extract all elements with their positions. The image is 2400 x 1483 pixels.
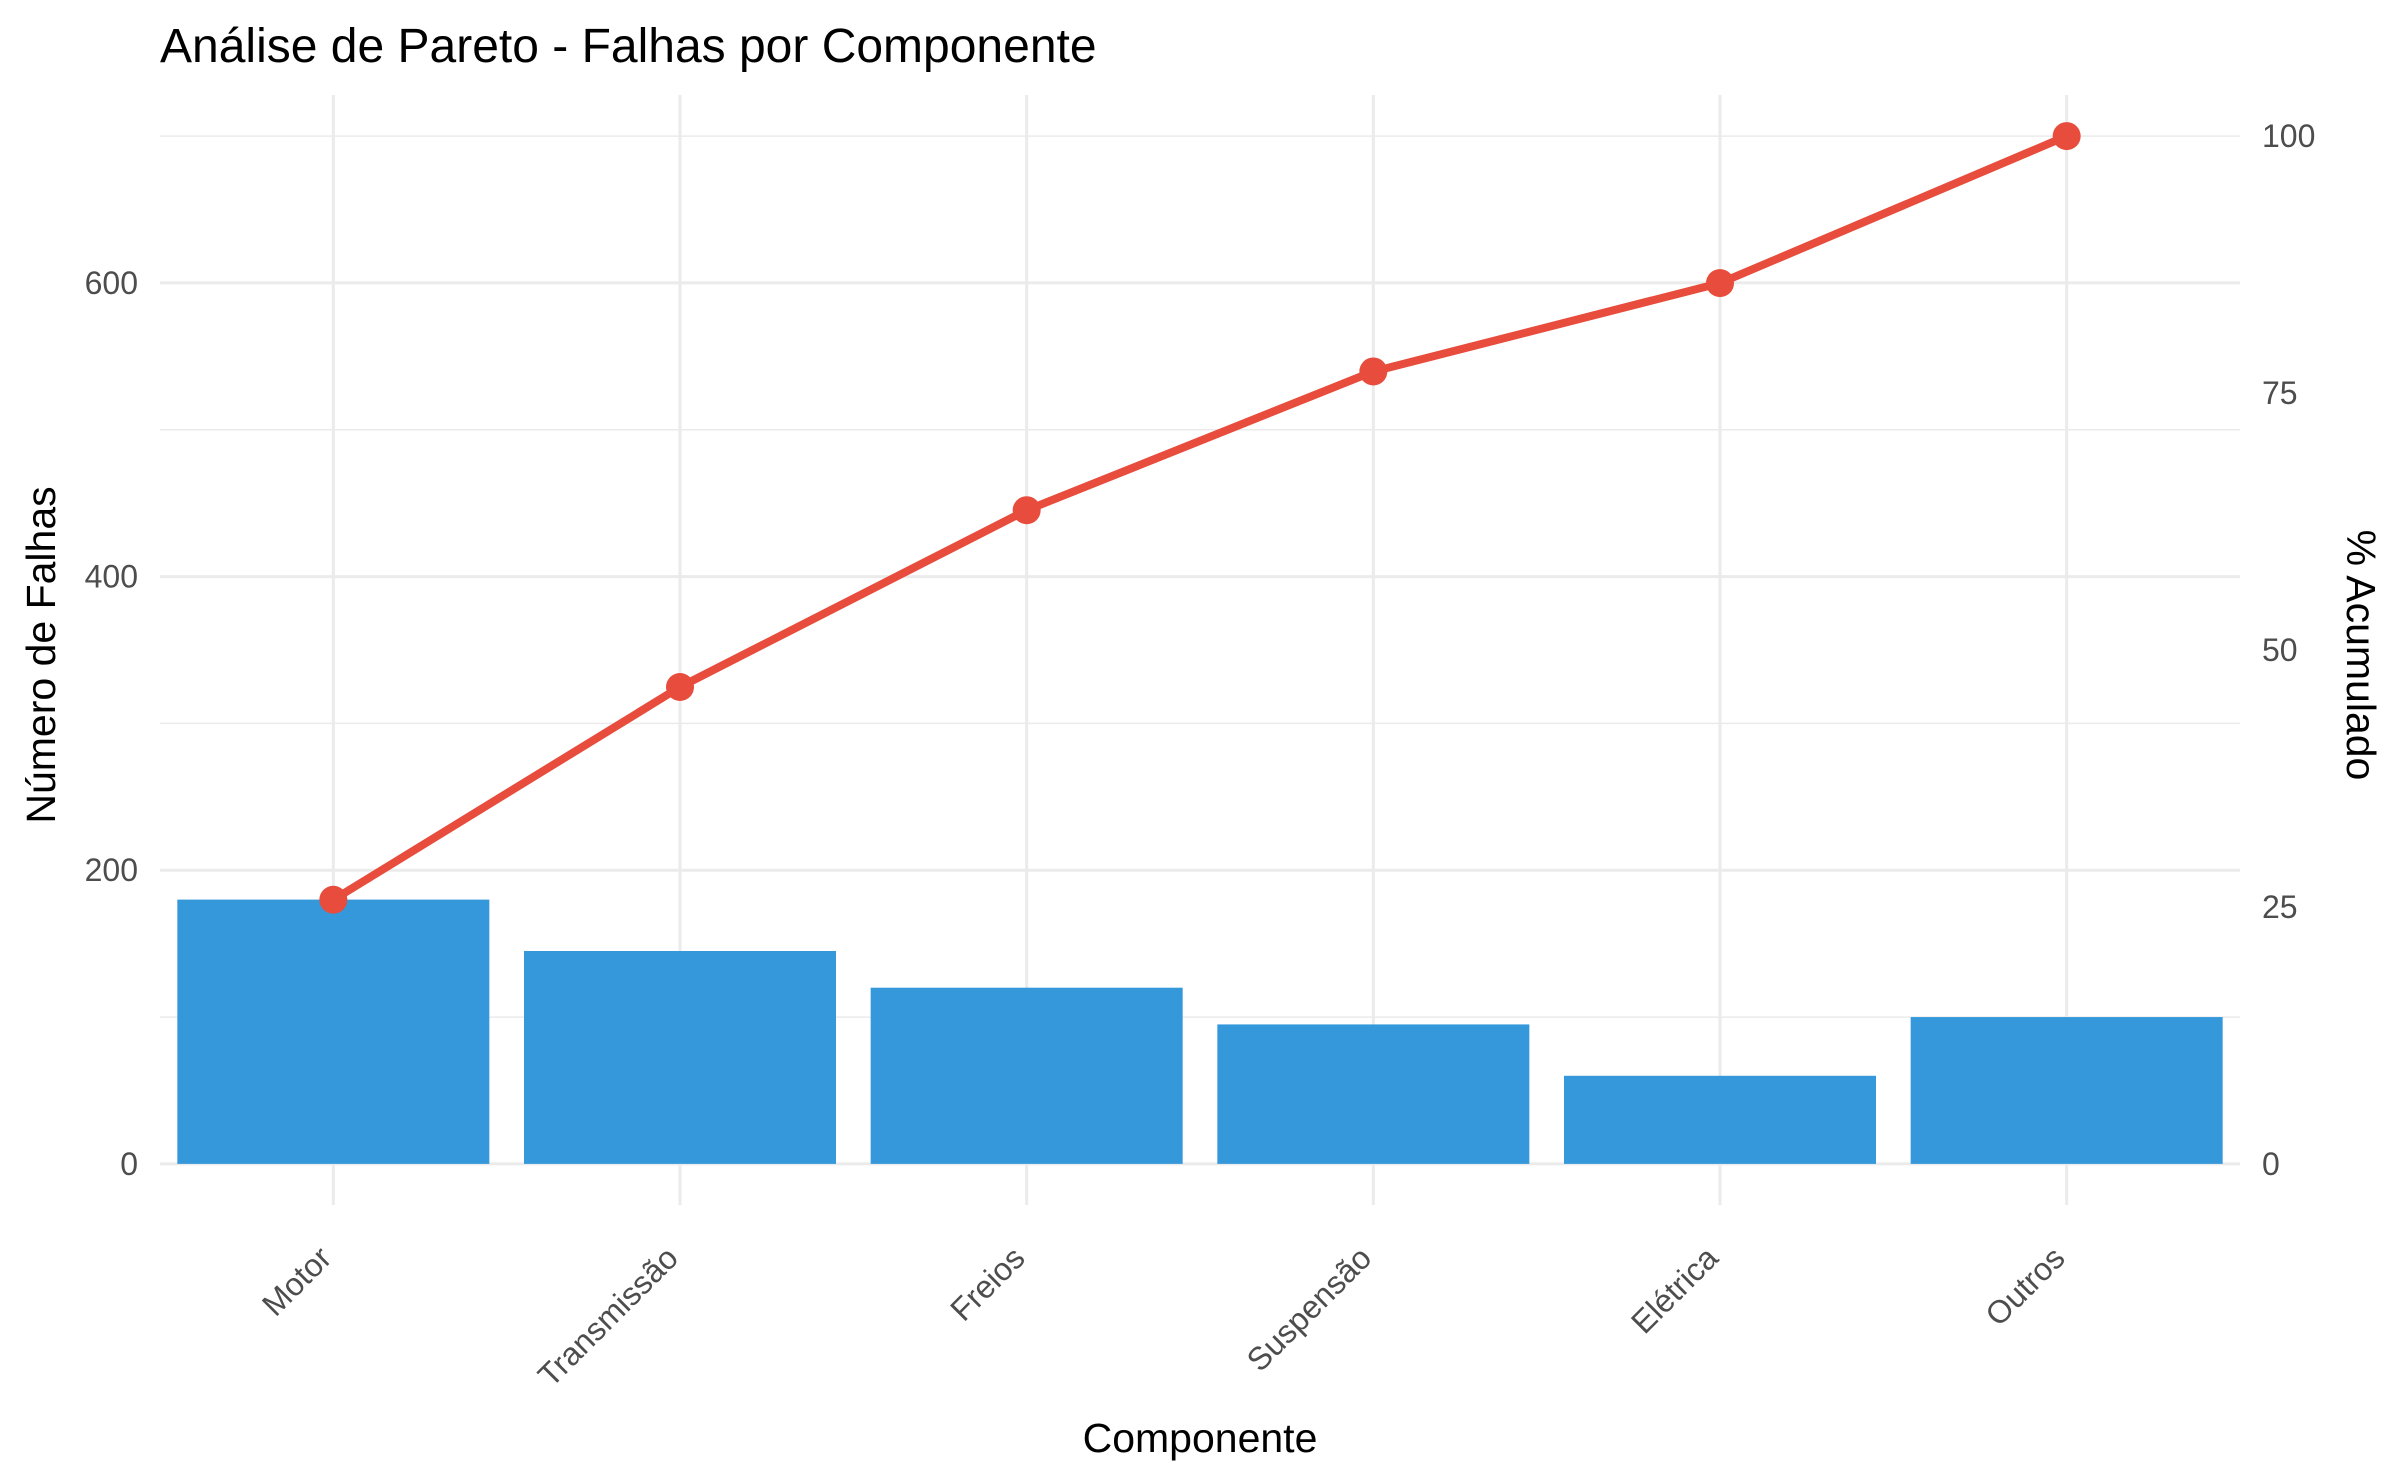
x-axis-title: Componente: [1083, 1415, 1318, 1461]
cumulative-point: [319, 885, 348, 914]
bar-transmissão: [524, 950, 836, 1164]
y-tick-label: 400: [85, 559, 138, 595]
y-tick-label: 0: [120, 1146, 138, 1182]
cumulative-point: [666, 673, 694, 701]
x-tick-label: Suspensão: [1240, 1239, 1379, 1378]
x-tick-label: Transmissão: [531, 1239, 685, 1393]
y2-axis-title: % Acumulado: [2338, 530, 2384, 781]
cumulative-line-path: [331, 132, 2069, 904]
y-tick-label: 200: [85, 852, 138, 888]
chart-title: Análise de Pareto - Falhas por Component…: [160, 20, 1097, 73]
y2-tick-label: 25: [2262, 889, 2298, 925]
y2-tick-label: 0: [2262, 1146, 2280, 1182]
bar-elétrica: [1564, 1075, 1876, 1164]
bar-suspensão: [1217, 1024, 1530, 1164]
y-tick-label: 600: [85, 265, 138, 301]
y-axis-title: Número de Falhas: [18, 486, 64, 823]
x-tick-label: Motor: [255, 1239, 339, 1323]
cumulative-point: [1706, 269, 1734, 298]
cumulative-point: [1012, 496, 1041, 525]
x-tick-label: Elétrica: [1624, 1239, 1725, 1340]
y2-tick-label: 75: [2262, 375, 2298, 411]
bar-outros: [1910, 1017, 2223, 1164]
bar-motor: [177, 899, 490, 1164]
bar-freios: [870, 987, 1183, 1164]
cumulative-point: [2052, 122, 2081, 151]
bars: [177, 899, 2223, 1164]
tick-labels: 0 200 400 600 0 25 50 75 100 Motor Transmissão Frei…: [85, 118, 2316, 1394]
cumulative-point: [1359, 357, 1388, 386]
y2-tick-label: 50: [2262, 632, 2298, 668]
x-tick-label: Freios: [943, 1239, 1031, 1327]
y2-tick-label: 100: [2262, 118, 2315, 154]
x-tick-label: Outros: [1978, 1239, 2071, 1332]
cumulative-line: [319, 122, 2081, 914]
